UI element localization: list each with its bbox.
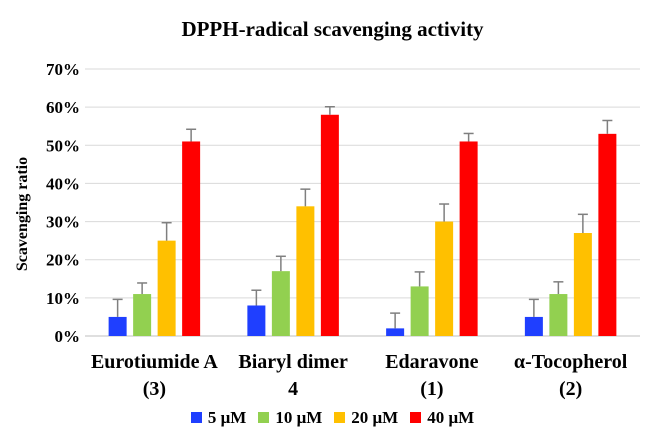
y-tick-label: 40% <box>46 174 80 193</box>
legend-item: 10 μM <box>258 408 322 428</box>
legend-item: 40 μM <box>410 408 474 428</box>
bar <box>296 206 315 336</box>
y-tick-label: 20% <box>46 251 80 270</box>
bar <box>410 286 429 336</box>
bar <box>157 240 176 336</box>
legend-swatch <box>334 412 346 423</box>
y-tick-label: 70% <box>46 60 80 79</box>
y-tick-label: 10% <box>46 289 80 308</box>
chart-title: DPPH-radical scavenging activity <box>181 17 484 41</box>
legend: 5 μM 10 μM 20 μM 40 μM <box>0 408 665 428</box>
x-tick-label: α-Tocopherol <box>514 351 628 373</box>
x-tick-label: Biaryl dimer <box>238 351 348 373</box>
legend-swatch <box>190 412 202 423</box>
bar <box>271 271 290 336</box>
legend-label: 5 μM <box>207 408 247 427</box>
legend-item: 5 μM <box>190 408 247 428</box>
bar <box>459 141 478 336</box>
bar <box>386 328 405 336</box>
legend-label: 20 μM <box>351 408 399 427</box>
bar <box>598 133 617 336</box>
bar <box>573 233 592 336</box>
bar <box>320 114 339 337</box>
y-tick-label: 50% <box>46 136 80 155</box>
bar <box>108 316 127 336</box>
legend-swatch <box>258 412 270 423</box>
bar <box>133 294 152 336</box>
x-tick-label: (1) <box>420 378 443 400</box>
legend-item: 20 μM <box>334 408 398 428</box>
bar <box>549 294 568 336</box>
y-tick-label: 0% <box>55 327 81 346</box>
x-tick-label: Eurotiumide A <box>91 351 218 373</box>
x-tick-label: (3) <box>143 378 166 400</box>
y-tick-label: 60% <box>46 98 80 117</box>
legend-label: 40 μM <box>427 408 475 427</box>
bar <box>182 141 201 336</box>
bar <box>524 316 543 336</box>
x-tick-label: (2) <box>559 378 582 400</box>
x-tick-label: 4 <box>288 378 298 400</box>
y-tick-label: 30% <box>46 213 80 232</box>
x-tick-label: Edaravone <box>385 351 478 373</box>
bar <box>435 221 454 336</box>
bar <box>247 305 266 336</box>
legend-swatch <box>410 412 422 423</box>
legend-label: 10 μM <box>275 408 323 427</box>
